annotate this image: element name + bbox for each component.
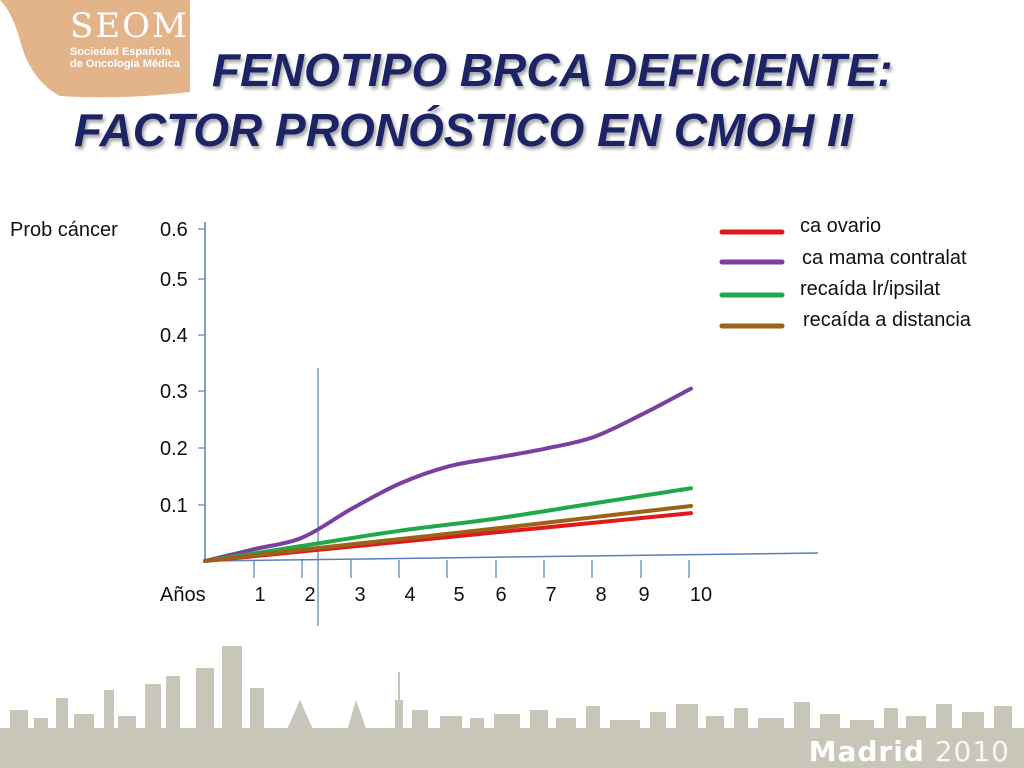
skyline-building [104, 690, 114, 768]
skyline-building [118, 716, 136, 768]
skyline-building [758, 718, 784, 768]
logo-subtitle: Sociedad Española de Oncología Médica [70, 46, 190, 70]
skyline-building [222, 646, 242, 768]
logo-band [0, 0, 190, 98]
y-axis-label: Prob cáncer [10, 219, 118, 241]
skyline-building [166, 676, 180, 768]
x-tick-label: 7 [545, 584, 556, 606]
skyline-building [250, 688, 264, 768]
skyline-building [676, 704, 698, 768]
skyline-building [962, 712, 984, 768]
footer-city: Madrid [808, 735, 925, 768]
skyline [0, 646, 1024, 768]
skyline-building [470, 718, 484, 768]
skyline-building [10, 710, 28, 768]
x-tick-label: 2 [304, 584, 315, 606]
logo-subtitle-line1: Sociedad Española [70, 46, 171, 58]
skyline-building [440, 716, 462, 768]
skyline-building [586, 706, 600, 768]
slide-title-line1: FENOTIPO BRCA DEFICIENTE: [212, 44, 893, 96]
logo-band-shape [0, 0, 190, 98]
skyline-building [994, 706, 1012, 768]
skyline-building [706, 716, 724, 768]
skyline-building [196, 668, 214, 768]
skyline-building [56, 698, 68, 768]
skyline-building [145, 684, 161, 768]
x-tick-label: 5 [453, 584, 464, 606]
footer-brand: Madrid 2010 [809, 735, 1010, 768]
skyline-building [74, 714, 94, 768]
x-tick-label: 1 [254, 584, 265, 606]
legend-label: recaída a distancia [803, 309, 972, 331]
skyline-building [794, 702, 810, 768]
chart-axes [198, 222, 819, 626]
skyline-building [530, 710, 548, 768]
skyline-building [610, 720, 640, 768]
x-axis-label: Años [160, 584, 206, 606]
logo-subtitle-line2: de Oncología Médica [70, 58, 181, 70]
footer-year: 2010 [934, 735, 1010, 768]
skyline-building [884, 708, 898, 768]
skyline-building [820, 714, 840, 768]
skyline-building [398, 672, 400, 702]
skyline-building [270, 700, 330, 768]
y-tick-label: 0.3 [160, 381, 188, 403]
chart-legend: ca ovario ca mama contralat recaída lr/ips… [719, 215, 972, 331]
chart-series [203, 386, 693, 563]
x-tick-label: 9 [638, 584, 649, 606]
x-tick-label: 3 [354, 584, 365, 606]
series-line-3 [203, 486, 693, 563]
skyline-building [556, 718, 576, 768]
chart: 0.6 0.5 0.4 0.3 0.2 0.1 Prob cáncer 1 2 3 4 5 6 7 8 9 10… [10, 215, 972, 626]
x-tick-label: 10 [690, 584, 712, 606]
series-line-2 [203, 386, 693, 563]
skyline-building [936, 704, 952, 768]
skyline-building [906, 716, 926, 768]
skyline-building [34, 718, 48, 768]
y-tick-label: 0.5 [160, 269, 188, 291]
skyline-building [336, 700, 380, 768]
y-tick-label: 0.4 [160, 325, 188, 347]
legend-label: ca ovario [800, 215, 881, 237]
y-tick-label: 0.1 [160, 495, 188, 517]
skyline-building [650, 712, 666, 768]
skyline-building [850, 720, 874, 768]
legend-label: recaída lr/ipsilat [800, 278, 941, 300]
skyline-building [412, 710, 428, 768]
slide-title: FENOTIPO BRCA DEFICIENTE: FACTOR PRONÓST… [40, 40, 980, 160]
skyline-building [734, 708, 748, 768]
x-tick-label: 6 [495, 584, 506, 606]
skyline-building [494, 714, 520, 768]
legend-label: ca mama contralat [802, 247, 967, 269]
slide-title-line2: FACTOR PRONÓSTICO EN CMOH II [74, 104, 853, 156]
x-axis-line [204, 552, 819, 562]
x-tick-label: 4 [404, 584, 415, 606]
skyline-building [395, 700, 403, 768]
logo-name: SEOM [70, 6, 189, 46]
y-tick-label: 0.2 [160, 438, 188, 460]
chart-labels: 0.6 0.5 0.4 0.3 0.2 0.1 Prob cáncer 1 2 3 4 5 6 7 8 9 10… [10, 219, 712, 606]
y-tick-label: 0.6 [160, 219, 188, 241]
series-line-4 [203, 503, 693, 563]
x-tick-label: 8 [595, 584, 606, 606]
